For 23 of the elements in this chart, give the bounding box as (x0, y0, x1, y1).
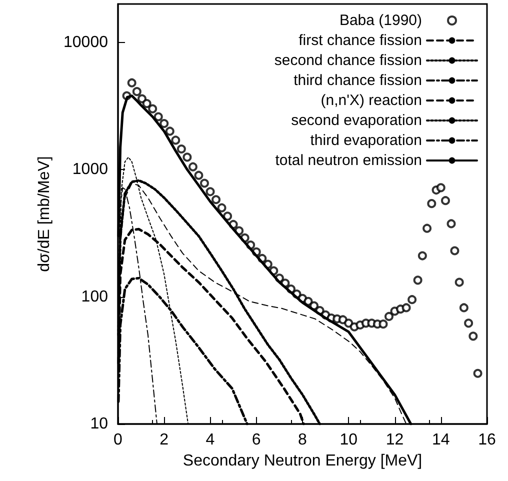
x-tick-label: 4 (206, 432, 215, 448)
x-tick-label: 8 (298, 432, 308, 448)
y-axis-title: dσ/dE [mb/MeV] (36, 156, 54, 272)
y-tick-label: 10000 (64, 34, 108, 51)
legend-label: third evaporation (310, 132, 422, 149)
legend-label: third chance fission (294, 72, 422, 89)
legend-label: total neutron emission (275, 152, 422, 169)
legend-label: second evaporation (291, 112, 422, 129)
x-axis-title: Secondary Neutron Energy [MeV] (182, 452, 422, 470)
y-tick-label: 100 (81, 288, 108, 306)
x-tick-label: 16 (478, 432, 496, 448)
legend-label: Baba (1990) (339, 12, 422, 29)
x-tick-label: 6 (252, 432, 261, 448)
legend-label: (n,n'X) reaction (320, 92, 422, 109)
x-tick-label: 10 (340, 432, 358, 448)
x-tick-label: 12 (386, 432, 404, 448)
legend-label: first chance fission (298, 32, 422, 49)
legend-label: second chance fission (274, 52, 422, 69)
y-tick-label: 1000 (72, 161, 108, 178)
x-tick-label: 2 (160, 432, 169, 448)
x-tick-label: 0 (114, 432, 123, 448)
y-tick-label: 10 (90, 416, 108, 432)
x-tick-label: 14 (432, 432, 450, 448)
